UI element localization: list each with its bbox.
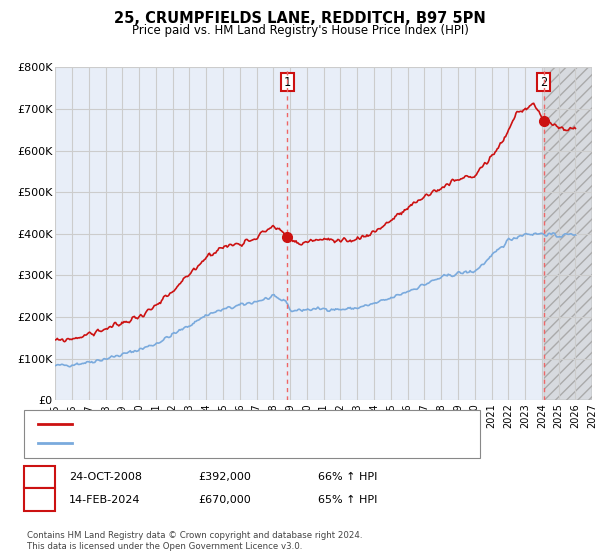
- Text: 25, CRUMPFIELDS LANE, REDDITCH, B97 5PN: 25, CRUMPFIELDS LANE, REDDITCH, B97 5PN: [114, 11, 486, 26]
- Text: Contains HM Land Registry data © Crown copyright and database right 2024.: Contains HM Land Registry data © Crown c…: [27, 531, 362, 540]
- Bar: [544, 67, 592, 400]
- Text: 2: 2: [36, 494, 43, 505]
- Text: 25, CRUMPFIELDS LANE, REDDITCH, B97 5PN (detached house): 25, CRUMPFIELDS LANE, REDDITCH, B97 5PN …: [79, 419, 409, 430]
- Text: Price paid vs. HM Land Registry's House Price Index (HPI): Price paid vs. HM Land Registry's House …: [131, 24, 469, 36]
- Text: HPI: Average price, detached house, Redditch: HPI: Average price, detached house, Redd…: [79, 438, 318, 448]
- Text: £392,000: £392,000: [198, 472, 251, 482]
- Text: 1: 1: [36, 472, 43, 482]
- Bar: [544, 67, 592, 400]
- Text: 14-FEB-2024: 14-FEB-2024: [69, 494, 140, 505]
- Text: 2: 2: [541, 76, 547, 88]
- Text: This data is licensed under the Open Government Licence v3.0.: This data is licensed under the Open Gov…: [27, 542, 302, 551]
- Text: 1: 1: [284, 76, 290, 88]
- Text: 66% ↑ HPI: 66% ↑ HPI: [318, 472, 377, 482]
- Text: 24-OCT-2008: 24-OCT-2008: [69, 472, 142, 482]
- Text: 65% ↑ HPI: 65% ↑ HPI: [318, 494, 377, 505]
- Text: £670,000: £670,000: [198, 494, 251, 505]
